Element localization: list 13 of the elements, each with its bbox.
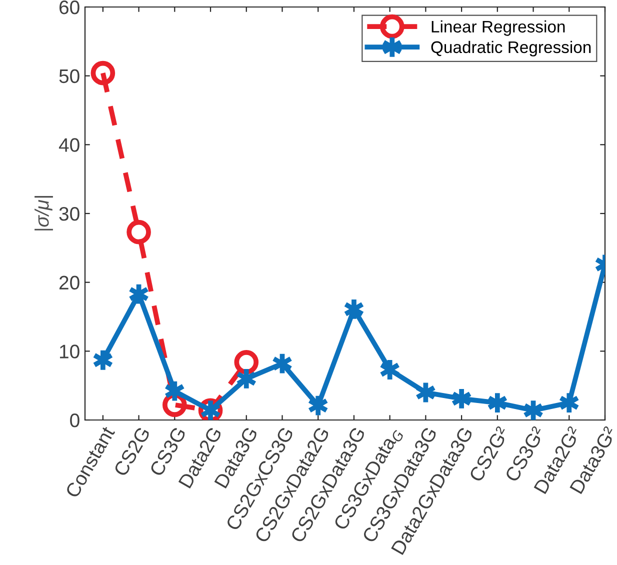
point xyxy=(90,60,116,86)
point xyxy=(234,350,259,374)
legend-label: Quadratic Regression xyxy=(431,40,591,56)
point xyxy=(126,220,151,244)
y-axis-title: |σ/μ| xyxy=(34,196,53,230)
y-tick-label: 60 xyxy=(60,0,80,14)
y-tick-label: 0 xyxy=(70,413,80,428)
y-tick-label: 30 xyxy=(59,206,80,221)
y-tick-label: 20 xyxy=(59,276,80,290)
y-tick-label: 50 xyxy=(59,69,80,84)
y-tick-label: 10 xyxy=(60,344,80,358)
legend-label: Linear Regression xyxy=(432,20,565,36)
y-tick-label: 40 xyxy=(58,138,80,152)
